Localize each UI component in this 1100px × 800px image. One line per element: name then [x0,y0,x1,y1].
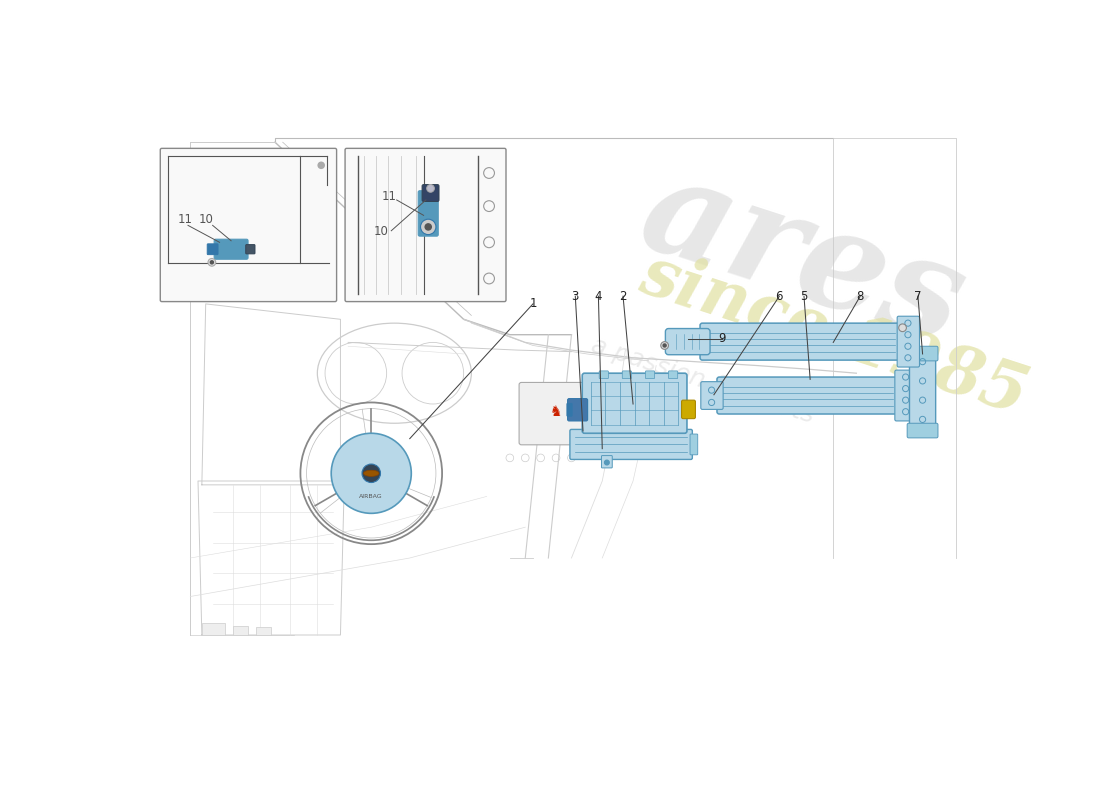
Bar [233,626,249,635]
FancyBboxPatch shape [701,382,723,410]
Circle shape [425,224,431,230]
FancyBboxPatch shape [570,430,692,459]
FancyBboxPatch shape [669,371,678,378]
Text: 11: 11 [177,213,192,226]
Text: AIRBAG: AIRBAG [360,494,383,499]
Text: 4: 4 [595,290,602,302]
Text: 3: 3 [572,290,579,302]
Circle shape [331,434,411,514]
Text: ♞: ♞ [550,405,562,418]
FancyBboxPatch shape [418,190,438,236]
FancyBboxPatch shape [207,244,218,254]
Circle shape [899,324,906,332]
FancyBboxPatch shape [602,455,613,468]
Text: 10: 10 [199,213,213,226]
Circle shape [210,261,213,264]
Text: 5: 5 [801,290,807,302]
Circle shape [661,342,669,350]
FancyBboxPatch shape [895,370,917,421]
Text: 10: 10 [374,225,388,238]
Circle shape [427,185,434,192]
FancyBboxPatch shape [161,148,337,302]
FancyBboxPatch shape [623,371,631,378]
FancyBboxPatch shape [345,148,506,302]
FancyBboxPatch shape [690,434,697,455]
Text: 7: 7 [914,290,922,302]
Ellipse shape [363,470,378,476]
FancyBboxPatch shape [422,185,439,202]
Bar [202,623,224,635]
Circle shape [420,219,436,234]
FancyBboxPatch shape [519,382,593,445]
Text: 11: 11 [382,190,396,203]
Bar [255,627,271,635]
Text: since 1985: since 1985 [631,242,1035,428]
FancyBboxPatch shape [908,423,938,438]
FancyBboxPatch shape [646,371,654,378]
FancyBboxPatch shape [666,329,711,354]
FancyBboxPatch shape [245,245,255,254]
Text: a passion for parts: a passion for parts [587,334,817,428]
FancyBboxPatch shape [568,398,587,421]
FancyBboxPatch shape [908,346,938,361]
FancyBboxPatch shape [910,352,936,434]
FancyBboxPatch shape [700,323,901,360]
Circle shape [318,162,324,168]
Text: 1: 1 [529,298,537,310]
Circle shape [605,460,609,465]
Text: 2: 2 [619,290,627,302]
FancyBboxPatch shape [682,400,695,418]
FancyBboxPatch shape [717,377,899,414]
Text: ares: ares [625,143,980,372]
FancyBboxPatch shape [566,403,572,416]
FancyBboxPatch shape [600,371,608,378]
FancyBboxPatch shape [582,373,686,434]
Circle shape [362,464,381,482]
FancyBboxPatch shape [898,316,920,367]
Text: 9: 9 [718,332,725,345]
Text: 6: 6 [776,290,783,302]
Circle shape [663,344,667,347]
FancyBboxPatch shape [214,239,249,259]
Text: 8: 8 [857,290,864,302]
Circle shape [208,258,216,266]
